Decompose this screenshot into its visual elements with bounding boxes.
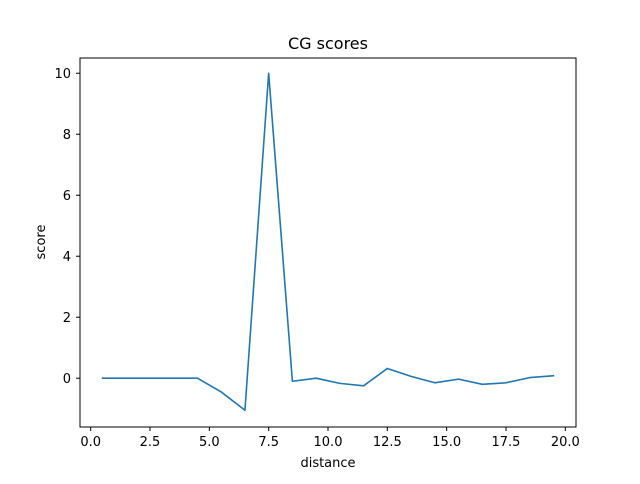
y-tick-label: 0	[63, 372, 71, 387]
y-tick-label: 6	[63, 189, 71, 204]
x-tick-label: 7.5	[258, 435, 279, 450]
y-tick-label: 4	[63, 250, 71, 265]
series-line	[101, 72, 555, 412]
y-axis-label: score	[34, 225, 49, 260]
y-tick-label: 8	[63, 128, 71, 143]
y-tick-label: 10	[54, 67, 71, 82]
x-tick-label: 5.0	[199, 435, 220, 450]
plot-frame	[79, 57, 577, 428]
x-tick-label: 17.5	[492, 435, 521, 450]
y-tick-label: 2	[63, 311, 71, 326]
chart-title: CG scores	[288, 34, 368, 53]
x-tick-label: 10.0	[314, 435, 343, 450]
y-axis: 0 2 4 6 8 10	[54, 67, 80, 387]
x-tick-label: 20.0	[551, 435, 580, 450]
x-axis: 0.0 2.5 5.0 7.5 10.0 12.5 15.0 17.5 20.0	[80, 427, 580, 450]
x-tick-label: 15.0	[432, 435, 461, 450]
plot-area	[79, 57, 577, 428]
x-tick-label: 0.0	[80, 435, 101, 450]
x-tick-label: 2.5	[140, 435, 161, 450]
x-axis-label: distance	[300, 456, 355, 471]
series-layer	[101, 72, 555, 412]
x-tick-label: 12.5	[373, 435, 402, 450]
